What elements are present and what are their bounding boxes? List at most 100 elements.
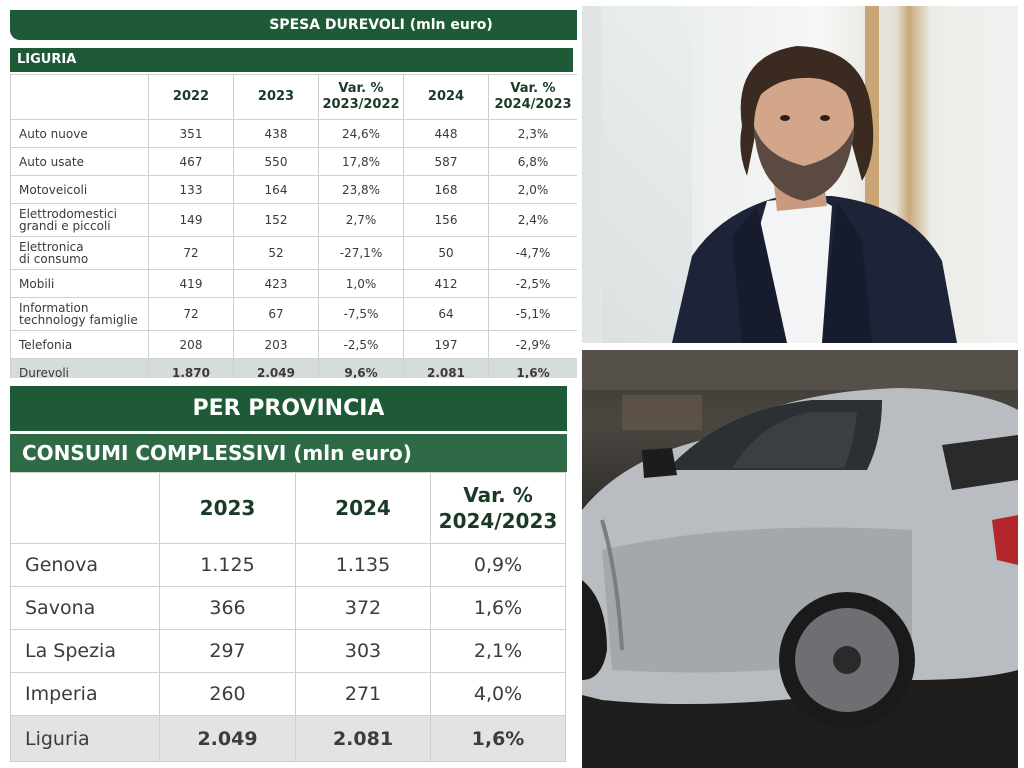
row-label: Information technology famiglie: [10, 297, 149, 331]
cell-2024: 168: [403, 175, 489, 204]
table-subheading: CONSUMI COMPLESSIVI (mln euro): [10, 434, 567, 472]
table-title: SPESA DUREVOLI (mln euro): [10, 10, 577, 40]
table-row: Genova 1.125 1.135 0,9%: [10, 543, 566, 587]
province-consumption-table: PER PROVINCIA CONSUMI COMPLESSIVI (mln e…: [10, 386, 567, 768]
cell-2023: 550: [233, 147, 319, 176]
header-var-2024-2023: Var. % 2024/2023: [488, 74, 577, 120]
total-row: Liguria 2.049 2.081 1,6%: [10, 715, 566, 762]
cell-var-2023-2022: 9,6%: [318, 358, 404, 378]
row-label: Elettrodomestici grandi e piccoli: [10, 203, 149, 237]
cell-2023: 297: [159, 629, 296, 673]
cell-var-2024-2023: 2,4%: [488, 203, 577, 237]
cell-2023: 438: [233, 119, 319, 148]
row-label: Motoveicoli: [10, 175, 149, 204]
cell-2023: 67: [233, 297, 319, 331]
cell-2023: 423: [233, 269, 319, 298]
cell-2022: 467: [148, 147, 234, 176]
durable-spending-grid: 2022 2023 Var. % 2023/2022 2024 Var. % 2…: [10, 74, 577, 378]
cell-var-2023-2022: -2,5%: [318, 330, 404, 359]
portrait-photo: [582, 6, 1018, 343]
cell-var-2024-2023: -2,9%: [488, 330, 577, 359]
cell-2022: 208: [148, 330, 234, 359]
cell-var: 1,6%: [430, 715, 566, 762]
cell-var-2023-2022: -27,1%: [318, 236, 404, 270]
cell-2023: 1.125: [159, 543, 296, 587]
cell-var-2024-2023: 2,3%: [488, 119, 577, 148]
cell-var-2023-2022: 1,0%: [318, 269, 404, 298]
row-label: La Spezia: [10, 629, 160, 673]
cell-2023: 152: [233, 203, 319, 237]
cell-2024: 448: [403, 119, 489, 148]
cell-2024: 271: [295, 672, 431, 716]
cell-var-2023-2022: 2,7%: [318, 203, 404, 237]
cell-var-2023-2022: -7,5%: [318, 297, 404, 331]
cell-var-2023-2022: 17,8%: [318, 147, 404, 176]
table-row: Information technology famiglie 72 67 -7…: [10, 297, 577, 331]
cell-2023: 260: [159, 672, 296, 716]
cell-2023: 203: [233, 330, 319, 359]
row-label: Telefonia: [10, 330, 149, 359]
header-2023: 2023: [159, 472, 296, 544]
cell-var-2024-2023: 6,8%: [488, 147, 577, 176]
cell-2022: 351: [148, 119, 234, 148]
row-label: Liguria: [10, 715, 160, 762]
cell-2024: 64: [403, 297, 489, 331]
table-header-row: 2023 2024 Var. % 2024/2023: [10, 472, 566, 544]
cell-2024: 156: [403, 203, 489, 237]
table-row: Telefonia 208 203 -2,5% 197 -2,9%: [10, 330, 577, 359]
durable-spending-table: SPESA DUREVOLI (mln euro) LIGURIA 2022 2…: [10, 10, 577, 378]
header-2022: 2022: [148, 74, 234, 120]
cell-2024: 412: [403, 269, 489, 298]
row-label: Auto usate: [10, 147, 149, 176]
cell-2024: 1.135: [295, 543, 431, 587]
cell-2024: 372: [295, 586, 431, 630]
table-row: Motoveicoli 133 164 23,8% 168 2,0%: [10, 175, 577, 204]
row-label: Mobili: [10, 269, 149, 298]
cell-2022: 72: [148, 236, 234, 270]
total-row: Durevoli 1.870 2.049 9,6% 2.081 1,6%: [10, 358, 577, 378]
region-label: LIGURIA: [10, 48, 573, 72]
header-var-2024-2023: Var. % 2024/2023: [430, 472, 566, 544]
header-2024: 2024: [403, 74, 489, 120]
row-label: Elettronica di consumo: [10, 236, 149, 270]
cell-2022: 72: [148, 297, 234, 331]
table-row: Auto usate 467 550 17,8% 587 6,8%: [10, 147, 577, 176]
row-label: Auto nuove: [10, 119, 149, 148]
cell-2024: 50: [403, 236, 489, 270]
table-row: Mobili 419 423 1,0% 412 -2,5%: [10, 269, 577, 298]
cell-var: 0,9%: [430, 543, 566, 587]
empty-header-cell: [10, 472, 160, 544]
table-row: Imperia 260 271 4,0%: [10, 672, 566, 716]
header-2024: 2024: [295, 472, 431, 544]
cell-2024: 2.081: [403, 358, 489, 378]
cell-var: 4,0%: [430, 672, 566, 716]
man-illustration: [672, 46, 957, 343]
cell-var-2023-2022: 23,8%: [318, 175, 404, 204]
cell-var: 1,6%: [430, 586, 566, 630]
sports-car-illustration: [582, 350, 1018, 768]
header-var-2023-2022: Var. % 2023/2022: [318, 74, 404, 120]
table-row: Auto nuove 351 438 24,6% 448 2,3%: [10, 119, 577, 148]
cell-2023: 52: [233, 236, 319, 270]
row-label: Imperia: [10, 672, 160, 716]
empty-header-cell: [10, 74, 149, 120]
cell-2024: 587: [403, 147, 489, 176]
cell-var: 2,1%: [430, 629, 566, 673]
table-row: Elettronica di consumo 72 52 -27,1% 50 -…: [10, 236, 577, 270]
cell-2023: 164: [233, 175, 319, 204]
table-header-row: 2022 2023 Var. % 2023/2022 2024 Var. % 2…: [10, 74, 577, 120]
cell-var-2024-2023: -5,1%: [488, 297, 577, 331]
table-row: Savona 366 372 1,6%: [10, 586, 566, 630]
row-label: Durevoli: [10, 358, 149, 378]
divider: [10, 431, 567, 434]
header-2023: 2023: [233, 74, 319, 120]
cell-2023: 366: [159, 586, 296, 630]
cell-2022: 133: [148, 175, 234, 204]
cell-2024: 197: [403, 330, 489, 359]
cell-2024: 303: [295, 629, 431, 673]
background-building: [582, 350, 1018, 390]
table-heading: PER PROVINCIA: [10, 386, 567, 431]
cell-var-2024-2023: -2,5%: [488, 269, 577, 298]
cell-2022: 419: [148, 269, 234, 298]
cell-var-2023-2022: 24,6%: [318, 119, 404, 148]
